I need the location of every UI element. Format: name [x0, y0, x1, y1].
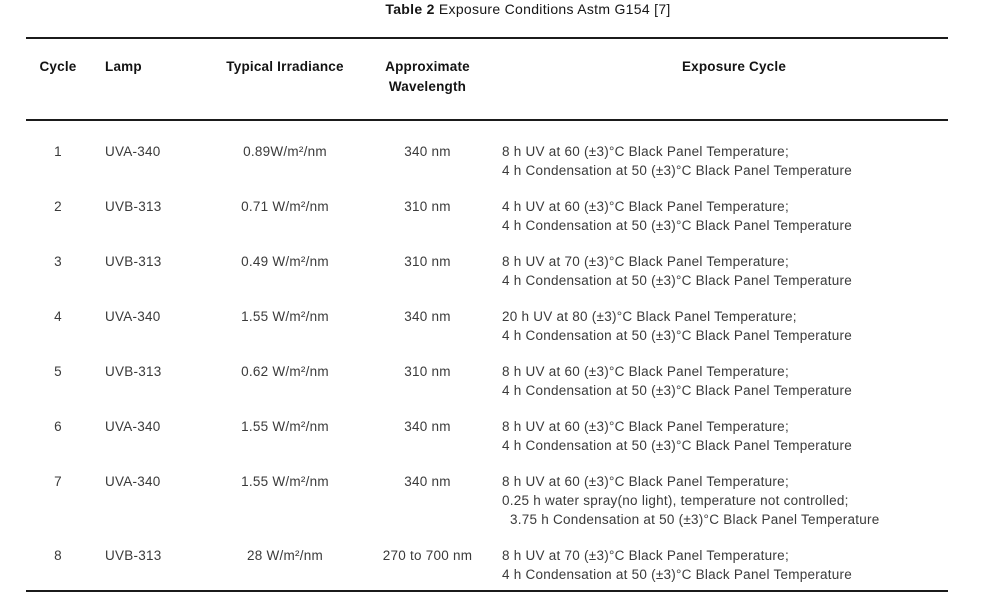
exposure-line: 4 h Condensation at 50 (±3)°C Black Pane…: [502, 273, 852, 288]
table-row: 6 UVA-340 1.55 W/m²/nm 340 nm 8 h UV at …: [26, 417, 948, 455]
wavelength-cell: 270 to 700 nm: [382, 548, 473, 563]
cycle-cell: 3: [54, 254, 62, 269]
lamp-cell: UVB-313: [105, 199, 162, 214]
exposure-line: 8 h UV at 60 (±3)°C Black Panel Temperat…: [502, 474, 789, 489]
table-title-label: Table 2: [385, 1, 435, 17]
header-wavelength: Approximate Wavelength: [370, 57, 485, 97]
exposure-cell: 8 h UV at 60 (±3)°C Black Panel Temperat…: [485, 417, 948, 455]
table-body: 1 UVA-340 0.89W/m²/nm 340 nm 8 h UV at 6…: [26, 142, 948, 600]
table-row: 4 UVA-340 1.55 W/m²/nm 340 nm 20 h UV at…: [26, 307, 948, 345]
wavelength-cell: 310 nm: [404, 254, 451, 269]
header-rule: [26, 119, 948, 121]
top-rule: [26, 37, 948, 39]
header-lamp: Lamp: [105, 59, 142, 74]
wavelength-cell: 310 nm: [404, 364, 451, 379]
header-irradiance: Typical Irradiance: [226, 59, 344, 74]
lamp-cell: UVA-340: [105, 419, 161, 434]
irradiance-cell: 1.55 W/m²/nm: [241, 419, 329, 434]
lamp-cell: UVB-313: [105, 548, 162, 563]
irradiance-cell: 0.49 W/m²/nm: [241, 254, 329, 269]
table-row: 7 UVA-340 1.55 W/m²/nm 340 nm 8 h UV at …: [26, 472, 948, 529]
irradiance-cell: 1.55 W/m²/nm: [241, 309, 329, 324]
exposure-line: 4 h UV at 60 (±3)°C Black Panel Temperat…: [502, 199, 789, 214]
cycle-cell: 6: [54, 419, 62, 434]
wavelength-cell: 340 nm: [404, 144, 451, 159]
exposure-line: 4 h Condensation at 50 (±3)°C Black Pane…: [502, 567, 852, 582]
wavelength-cell: 340 nm: [404, 309, 451, 324]
exposure-cell: 8 h UV at 60 (±3)°C Black Panel Temperat…: [485, 472, 948, 529]
cycle-cell: 1: [54, 144, 62, 159]
exposure-line: 3.75 h Condensation at 50 (±3)°C Black P…: [502, 512, 880, 527]
exposure-cell: 20 h UV at 80 (±3)°C Black Panel Tempera…: [485, 307, 948, 345]
lamp-cell: UVA-340: [105, 309, 161, 324]
table-row: 5 UVB-313 0.62 W/m²/nm 310 nm 8 h UV at …: [26, 362, 948, 400]
irradiance-cell: 0.62 W/m²/nm: [241, 364, 329, 379]
lamp-cell: UVB-313: [105, 364, 162, 379]
exposure-cell: 8 h UV at 60 (±3)°C Black Panel Temperat…: [485, 362, 948, 400]
lamp-cell: UVA-340: [105, 144, 161, 159]
exposure-line: 4 h Condensation at 50 (±3)°C Black Pane…: [502, 163, 852, 178]
exposure-line: 0.25 h water spray(no light), temperatur…: [502, 493, 849, 508]
table-row: 2 UVB-313 0.71 W/m²/nm 310 nm 4 h UV at …: [26, 197, 948, 235]
cycle-cell: 7: [54, 474, 62, 489]
header-wavelength-line2: Wavelength: [388, 79, 467, 94]
header-wavelength-line1: Approximate: [385, 59, 470, 74]
table-row: 8 UVB-313 28 W/m²/nm 270 to 700 nm 8 h U…: [26, 546, 948, 584]
exposure-line: 20 h UV at 80 (±3)°C Black Panel Tempera…: [502, 309, 797, 324]
wavelength-cell: 340 nm: [404, 474, 451, 489]
irradiance-cell: 28 W/m²/nm: [246, 548, 323, 563]
exposure-line: 8 h UV at 60 (±3)°C Black Panel Temperat…: [502, 364, 789, 379]
exposure-line: 4 h Condensation at 50 (±3)°C Black Pane…: [502, 218, 852, 233]
cycle-cell: 8: [54, 548, 62, 563]
cycle-cell: 5: [54, 364, 62, 379]
exposure-line: 8 h UV at 60 (±3)°C Black Panel Temperat…: [502, 144, 789, 159]
exposure-line: 4 h Condensation at 50 (±3)°C Black Pane…: [502, 438, 852, 453]
exposure-line: 8 h UV at 70 (±3)°C Black Panel Temperat…: [502, 548, 789, 563]
irradiance-cell: 1.55 W/m²/nm: [241, 474, 329, 489]
exposure-cell: 8 h UV at 70 (±3)°C Black Panel Temperat…: [485, 546, 948, 584]
cycle-cell: 4: [54, 309, 62, 324]
wavelength-cell: 310 nm: [404, 199, 451, 214]
exposure-line: 4 h Condensation at 50 (±3)°C Black Pane…: [502, 383, 852, 398]
exposure-cell: 8 h UV at 60 (±3)°C Black Panel Temperat…: [485, 142, 948, 180]
exposure-cell: 4 h UV at 60 (±3)°C Black Panel Temperat…: [485, 197, 948, 235]
lamp-cell: UVA-340: [105, 474, 161, 489]
wavelength-cell: 340 nm: [404, 419, 451, 434]
exposure-cell: 8 h UV at 70 (±3)°C Black Panel Temperat…: [485, 252, 948, 290]
header-exposure: Exposure Cycle: [681, 59, 787, 74]
table-row: 3 UVB-313 0.49 W/m²/nm 310 nm 8 h UV at …: [26, 252, 948, 290]
table-title-text: Exposure Conditions Astm G154 [7]: [434, 1, 671, 17]
header-cycle: Cycle: [39, 59, 77, 74]
exposure-line: 4 h Condensation at 50 (±3)°C Black Pane…: [502, 328, 852, 343]
table-header-row: Cycle Lamp Typical Irradiance Approximat…: [26, 57, 948, 97]
table-row: 1 UVA-340 0.89W/m²/nm 340 nm 8 h UV at 6…: [26, 142, 948, 180]
irradiance-cell: 0.89W/m²/nm: [243, 144, 327, 159]
exposure-line: 8 h UV at 60 (±3)°C Black Panel Temperat…: [502, 419, 789, 434]
cycle-cell: 2: [54, 199, 62, 214]
lamp-cell: UVB-313: [105, 254, 162, 269]
bottom-rule: [26, 590, 948, 592]
irradiance-cell: 0.71 W/m²/nm: [241, 199, 329, 214]
exposure-line: 8 h UV at 70 (±3)°C Black Panel Temperat…: [502, 254, 789, 269]
table-title: Table 2 Exposure Conditions Astm G154 [7…: [0, 1, 1000, 17]
